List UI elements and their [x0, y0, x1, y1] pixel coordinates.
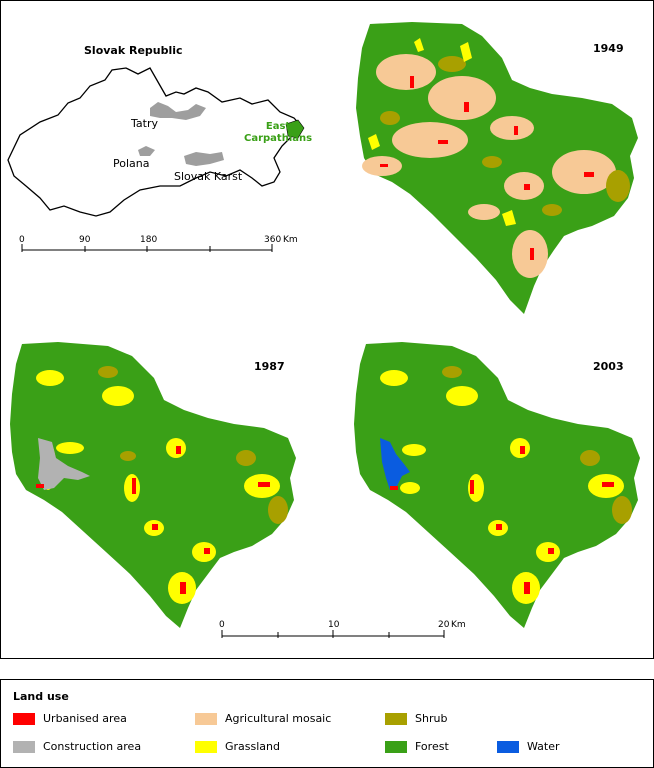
region-shrub: [98, 366, 288, 524]
legend-title: Land use: [13, 690, 69, 703]
legend-item-construction: Construction area: [13, 740, 141, 753]
region-shrub: [380, 56, 630, 216]
agricultural-label: Agricultural mosaic: [225, 712, 332, 725]
landuse-map-2003: [354, 342, 640, 628]
region-forest: [354, 342, 640, 628]
region-agricultural: [362, 54, 616, 278]
construction-swatch: [13, 740, 35, 753]
overview-scale-tick-360: 360: [264, 235, 282, 245]
region-urbanised: [390, 446, 614, 594]
legend-box: Land use Urbanised area Agricultural mos…: [0, 679, 654, 768]
urbanised-swatch: [13, 712, 35, 725]
legend-item-shrub: Shrub: [385, 712, 447, 725]
region-grassland: [380, 370, 624, 604]
overview-scale-tick-90: 90: [79, 235, 91, 245]
overview-title: Slovak Republic: [84, 44, 183, 57]
landuse-map-1949: [356, 22, 638, 314]
grassland-label: Grassland: [225, 740, 280, 753]
landuse-map-1987: [10, 342, 296, 628]
legend-item-grassland: Grassland: [195, 740, 280, 753]
shrub-swatch: [385, 712, 407, 725]
place-label-east-carpathians: East Carpathians: [244, 121, 312, 145]
construction-label: Construction area: [43, 740, 142, 753]
region-construction: [38, 438, 90, 490]
east-carpathians-area: [285, 119, 305, 139]
region-forest: [10, 342, 296, 628]
place-label-tatry: Tatry: [131, 117, 158, 130]
year-label-1949: 1949: [593, 42, 624, 55]
place-label-slovak-karst: Slovak Karst: [174, 170, 243, 183]
panel-scale-tick-20: 20: [438, 620, 450, 630]
east-carpathians-line1: East: [265, 121, 291, 132]
legend-item-urbanised: Urbanised area: [13, 712, 127, 725]
overview-scale-tick-180: 180: [140, 235, 158, 245]
slovak-karst-area: [184, 152, 224, 166]
region-urbanised: [36, 446, 270, 594]
east-carpathians-line2: Carpathians: [244, 133, 313, 144]
forest-swatch: [385, 740, 407, 753]
legend-item-forest: Forest: [385, 740, 449, 753]
panel-scale-bar: [221, 630, 445, 638]
urbanised-label: Urbanised area: [43, 712, 127, 725]
agricultural-swatch: [195, 712, 217, 725]
water-swatch: [497, 740, 519, 753]
region-water: [380, 438, 410, 490]
year-label-1987: 1987: [254, 360, 285, 373]
overview-scale-bar: [21, 244, 273, 252]
legend-item-agricultural: Agricultural mosaic: [195, 712, 331, 725]
legend-item-water: Water: [497, 740, 560, 753]
water-label: Water: [527, 740, 560, 753]
overview-scale-unit: Km: [283, 235, 298, 245]
panel-scale-tick-0: 0: [219, 620, 225, 630]
region-forest: [356, 22, 638, 314]
panel-scale-unit: Km: [451, 620, 466, 630]
region-shrub: [442, 366, 632, 524]
shrub-label: Shrub: [415, 712, 448, 725]
overview-scale-tick-0: 0: [19, 235, 25, 245]
region-grassland: [368, 38, 516, 226]
place-label-polana: Polana: [113, 157, 150, 170]
region-urbanised: [380, 76, 594, 260]
polana-area: [138, 146, 155, 156]
grassland-swatch: [195, 740, 217, 753]
forest-label: Forest: [415, 740, 449, 753]
slovakia-outline-map: [7, 67, 305, 252]
panel-scale-tick-10: 10: [328, 620, 340, 630]
tatry-area: [150, 102, 206, 120]
year-label-2003: 2003: [593, 360, 624, 373]
